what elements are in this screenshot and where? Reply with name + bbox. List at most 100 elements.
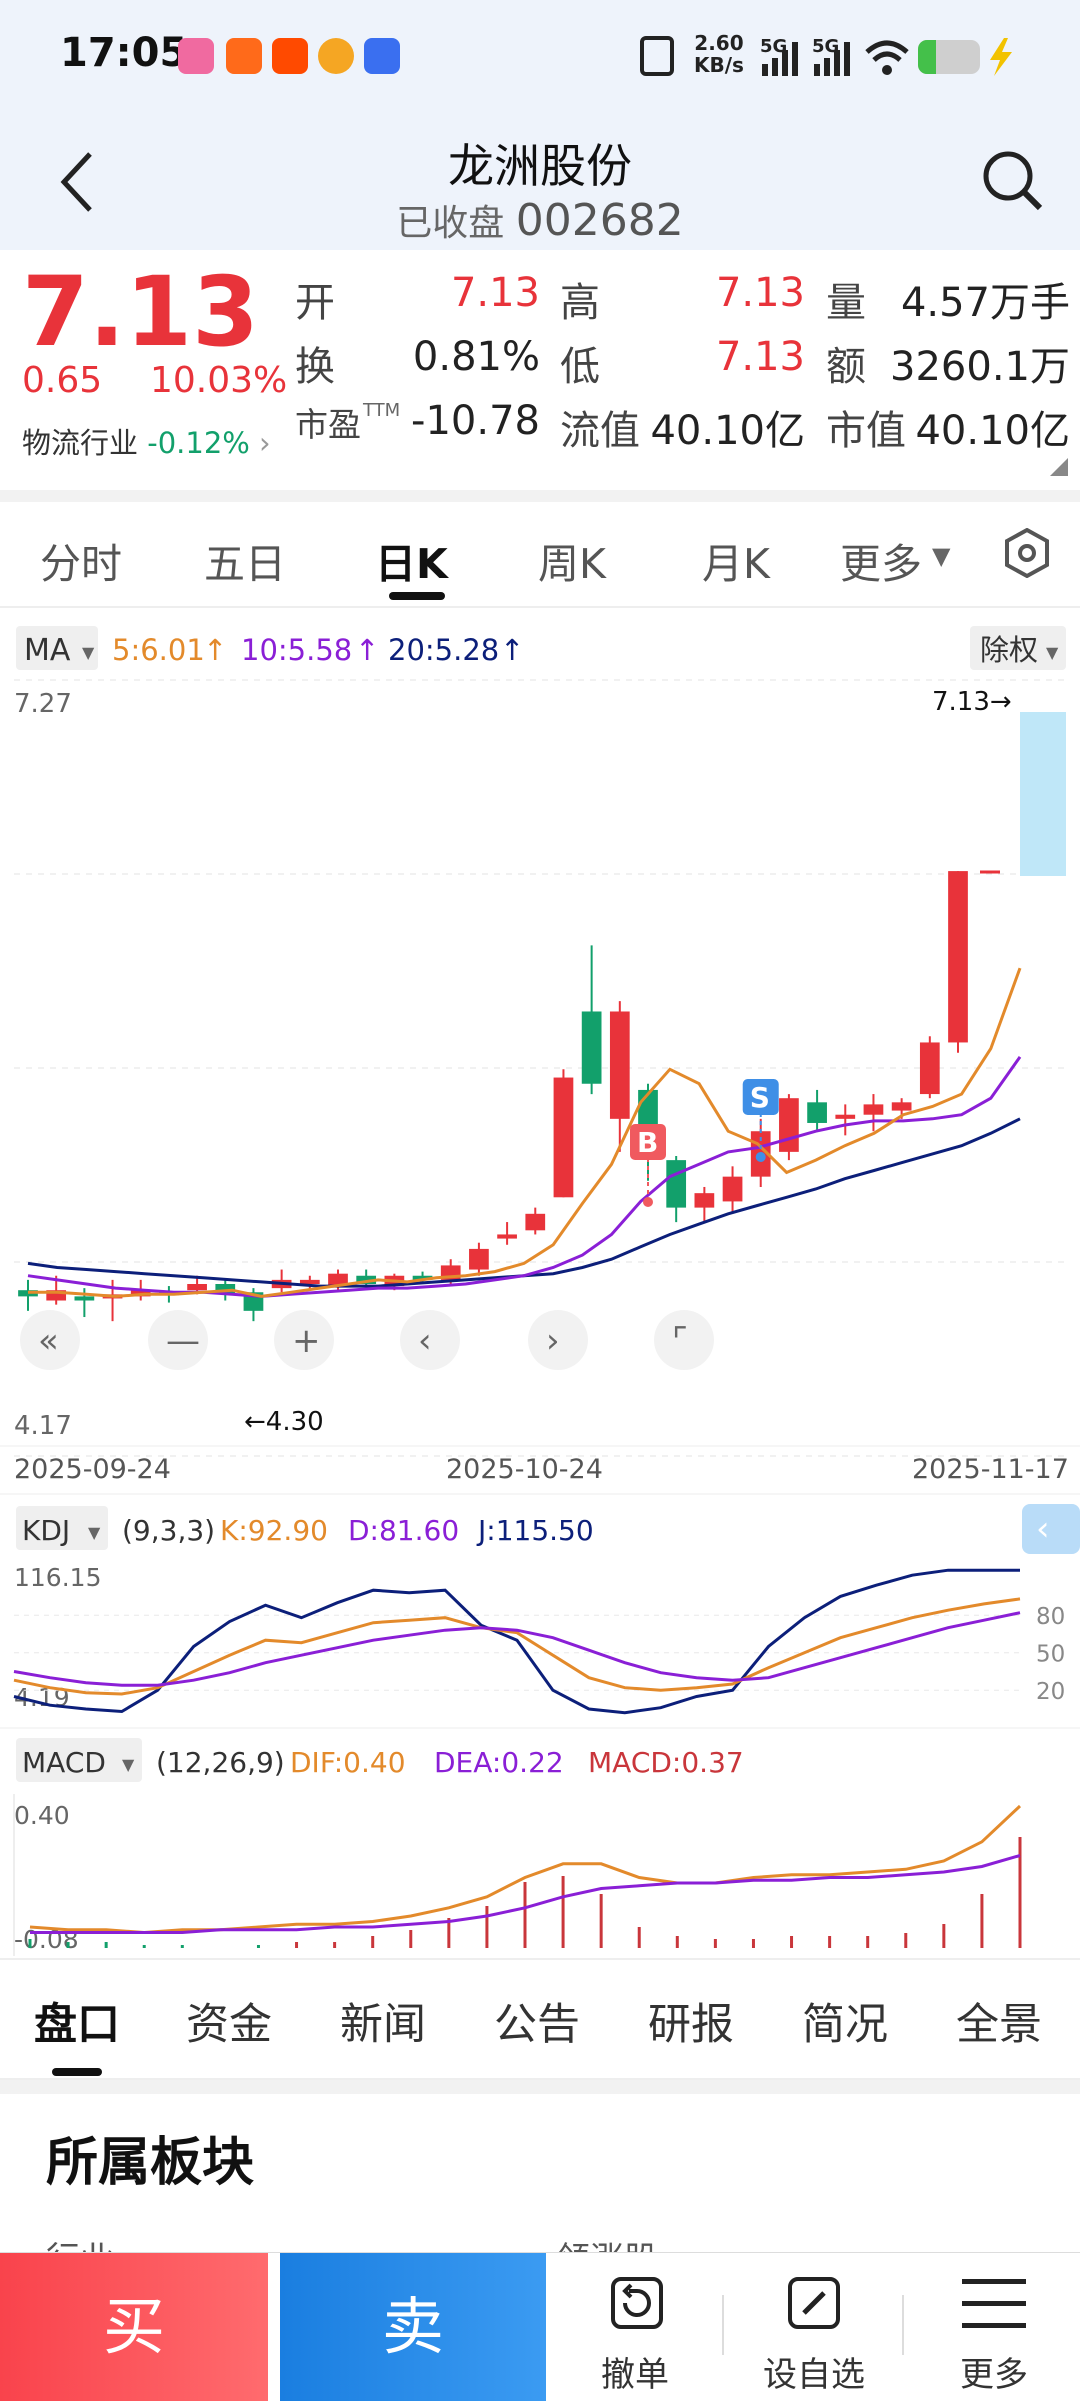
tab-4[interactable]: 月K (702, 540, 770, 588)
weibo-app-icon (318, 38, 354, 74)
macd-value: MACD:0.37 (588, 1746, 744, 1779)
tab-2[interactable]: 日K (375, 540, 448, 588)
quote-field-value: -10.78 (411, 398, 540, 444)
candle-body (694, 1193, 715, 1208)
buy-button[interactable]: 买 (0, 2253, 268, 2401)
tab-1[interactable]: 五日 (204, 540, 286, 588)
candle-body (807, 1102, 827, 1123)
add-watchlist-button[interactable]: 设自选 (744, 2253, 884, 2401)
fullscreen-icon[interactable]: ⌜ (654, 1310, 714, 1370)
candle-body (891, 1102, 912, 1111)
buy-signal-marker[interactable]: B (630, 1124, 666, 1207)
tab-3[interactable]: 周K (538, 540, 606, 588)
clock: 17:05 (60, 30, 188, 76)
last-price-marker: 7.13→ (932, 687, 1012, 717)
quote-field-label: 额 (826, 344, 866, 390)
macd-select[interactable] (16, 1738, 142, 1782)
signal-1-label: 5G (760, 36, 788, 57)
svg-text:—: — (166, 1321, 200, 1361)
kdj-d-line (13, 1611, 1021, 1687)
x-label-start: 2025-09-24 (14, 1454, 171, 1485)
adjust-label: 除权 (980, 633, 1038, 667)
info-tab-4[interactable]: 研报 (648, 2000, 734, 2050)
collapse-panel-button[interactable] (1022, 1504, 1080, 1554)
candle-body (919, 1042, 940, 1095)
kline-chart[interactable]: MA ▼ 5:6.01↑ 10:5.58 ↑ 20:5.28 ↑ 除权 ▼7.274.177.1… (0, 608, 1080, 1960)
expand-corner-icon[interactable] (1050, 458, 1068, 476)
stock-name: 龙洲股份 (448, 139, 632, 193)
signal-2-label: 5G (812, 36, 840, 57)
candle (722, 1166, 743, 1214)
kdj-select[interactable] (16, 1506, 108, 1550)
chart-settings-icon[interactable] (1002, 528, 1052, 578)
kdj-level-label: 80 (1036, 1604, 1065, 1630)
quote-field-value: 7.13 (715, 334, 805, 380)
wifi-icon (865, 40, 909, 75)
quote-field-label: 换 (295, 344, 335, 390)
back-icon[interactable] (58, 150, 98, 214)
tab-0[interactable]: 分时 (40, 540, 122, 588)
ma10-value: 10:5.58 (241, 633, 352, 667)
candle-body (863, 1104, 884, 1115)
ma20-arrow-icon: ↑ (500, 633, 524, 667)
zoom-in-icon[interactable]: + (274, 1310, 334, 1370)
zoom-out-icon[interactable]: — (148, 1310, 208, 1370)
quote-field-label: 低 (560, 344, 600, 390)
low-price-marker: ←4.30 (244, 1407, 324, 1437)
sell-signal-marker[interactable]: S (742, 1079, 779, 1162)
kdj-params: (9,3,3) (122, 1514, 215, 1547)
signal-1-icon (762, 42, 798, 76)
info-tab-0[interactable]: 盘口 (34, 2000, 120, 2050)
quote-field-label: 流值 (560, 408, 640, 454)
candle-body (835, 1114, 856, 1119)
chart-period-tabs: 分时 五日 日K 周K 月K 更多 ▼ (0, 502, 1080, 606)
macd-dea: DEA:0.22 (434, 1746, 564, 1779)
limit-up-bar (1020, 712, 1066, 876)
price-change-pct: 10.03% (150, 360, 288, 401)
candle (919, 1036, 940, 1099)
industry-label: 物流行业 (22, 426, 139, 460)
ma5-value: 5:6.01 (112, 633, 205, 667)
info-tab-3[interactable]: 公告 (494, 2000, 580, 2050)
candle (356, 1269, 377, 1287)
quote-field-value: 7.13 (715, 270, 805, 316)
info-tab-5[interactable]: 简况 (802, 2000, 888, 2050)
ma5-arrow-icon: ↑ (203, 633, 227, 667)
candle (581, 945, 602, 1095)
sell-button[interactable]: 卖 (280, 2253, 546, 2401)
signal-2-icon (814, 42, 850, 76)
scroll-left-icon[interactable]: ‹ (400, 1310, 460, 1370)
candle (469, 1242, 489, 1276)
info-tab-2[interactable]: 新闻 (340, 2000, 426, 2050)
battery-icon (918, 40, 980, 74)
x-label-end: 2025-11-17 (912, 1454, 1069, 1485)
macd-params: (12,26,9) (156, 1746, 285, 1779)
svg-text:«: « (38, 1321, 59, 1361)
info-tab-6[interactable]: 全景 (956, 2000, 1042, 2050)
ttm-superscript: TTM (363, 400, 401, 421)
ma-select[interactable] (16, 626, 98, 670)
ma5-line (28, 967, 1022, 1298)
scroll-right-icon[interactable]: › (528, 1310, 588, 1370)
search-icon[interactable] (980, 148, 1046, 214)
kdj-j-line (13, 1568, 1020, 1715)
quote-field-label: 市盈 (295, 405, 361, 444)
cancel-order-button[interactable]: 撤单 (565, 2253, 705, 2401)
edit-icon (788, 2277, 840, 2329)
candle-body (553, 1077, 574, 1198)
industry-link[interactable]: 物流行业 -0.12% › (22, 420, 271, 462)
info-tab-1[interactable]: 资金 (186, 2000, 272, 2050)
vibrate-icon (640, 36, 674, 76)
double-left-icon[interactable]: « (20, 1310, 80, 1370)
net-speed: 2.60 (694, 31, 744, 55)
kdj-caret-icon: ▼ (88, 1523, 101, 1542)
quote-field-label: 量 (826, 280, 866, 326)
candle (609, 1001, 630, 1152)
more-button[interactable]: 更多 (924, 2253, 1064, 2401)
kdj-j: J:115.50 (476, 1514, 594, 1547)
last-price: 7.13 (22, 256, 259, 368)
candle (553, 1069, 574, 1198)
adjust-select[interactable] (970, 626, 1066, 670)
tab-5[interactable]: 更多 (840, 540, 922, 588)
kdj-level-label: 20 (1036, 1679, 1065, 1705)
